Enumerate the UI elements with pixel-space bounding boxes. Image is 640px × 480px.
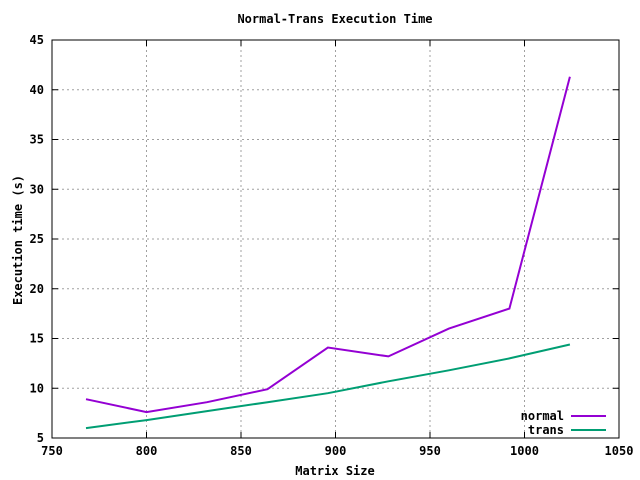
y-tick-label: 5: [37, 431, 44, 445]
y-tick-label: 15: [30, 332, 44, 346]
y-axis-label: Execution time (s): [11, 175, 25, 305]
y-tick-label: 10: [30, 381, 44, 395]
series-line-trans: [85, 343, 571, 430]
x-tick-label: 1050: [605, 444, 634, 458]
ticks: 750 800 850 900 950 1000 1050 5 10 15 20 25 30 35 40 45: [30, 33, 634, 458]
y-tick-label: 35: [30, 133, 44, 147]
y-tick-label: 30: [30, 182, 44, 196]
y-tick-label: 20: [30, 282, 44, 296]
legend-label-normal: normal: [521, 409, 564, 423]
x-tick-label: 900: [325, 444, 347, 458]
x-tick-label: 750: [41, 444, 63, 458]
y-tick-label: 25: [30, 232, 44, 246]
x-tick-label: 850: [230, 444, 252, 458]
series-line-normal: [85, 76, 571, 414]
y-tick-label: 45: [30, 33, 44, 47]
x-axis-label: Matrix Size: [295, 464, 374, 478]
x-tick-label: 800: [136, 444, 158, 458]
series-layer: [85, 76, 571, 430]
grid: [52, 40, 619, 438]
x-tick-label: 950: [419, 444, 441, 458]
y-tick-label: 40: [30, 83, 44, 97]
x-tick-label: 1000: [510, 444, 539, 458]
legend-label-trans: trans: [528, 423, 564, 437]
chart-title: Normal-Trans Execution Time: [237, 12, 432, 26]
